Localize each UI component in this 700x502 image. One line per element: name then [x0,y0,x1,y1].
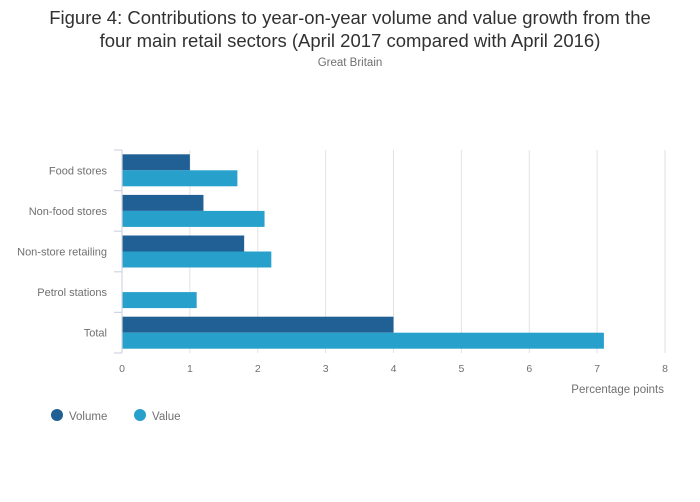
bar-volume[interactable] [122,154,190,171]
x-tick-label: 8 [662,363,668,375]
bar-value[interactable] [122,251,272,268]
x-tick-label: 0 [119,363,125,375]
bar-volume[interactable] [122,235,245,252]
legend-marker-value [134,409,146,421]
x-tick-label: 4 [391,363,397,375]
x-axis-title: Percentage points [571,384,664,396]
category-label: Non-store retailing [17,247,107,259]
category-label: Total [84,328,107,340]
bar-value[interactable] [122,210,265,227]
bar-value[interactable] [122,170,238,187]
category-label: Non-food stores [29,206,108,218]
chart-title: Figure 4: Contributions to year-on-year … [0,6,700,52]
y-axis: Food stores Non-food stores Non-store reta… [17,149,123,354]
legend-marker-volume [51,409,63,421]
bars [122,154,604,349]
bar-volume[interactable] [122,194,204,211]
category-label: Petrol stations [37,287,107,299]
chart-title-line-1: Figure 4: Contributions to year-on-year … [49,7,651,28]
x-axis-ticks: 0 1 2 3 4 5 6 7 8 [119,363,668,375]
bar-value[interactable] [122,332,604,349]
legend-label-volume[interactable]: Volume [69,411,107,423]
category-label: Food stores [49,165,108,177]
x-tick-label: 5 [458,363,464,375]
x-tick-label: 6 [526,363,532,375]
legend: Volume Value [51,409,181,423]
x-tick-label: 3 [323,363,329,375]
x-tick-label: 1 [187,363,193,375]
x-tick-label: 2 [255,363,261,375]
x-tick-label: 7 [594,363,600,375]
chart-subtitle: Great Britain [317,57,383,69]
chart-title-line-2: four main retail sectors (April 2017 com… [99,30,601,51]
bar-value[interactable] [122,292,197,309]
bar-volume[interactable] [122,316,394,333]
legend-label-value[interactable]: Value [152,411,181,423]
